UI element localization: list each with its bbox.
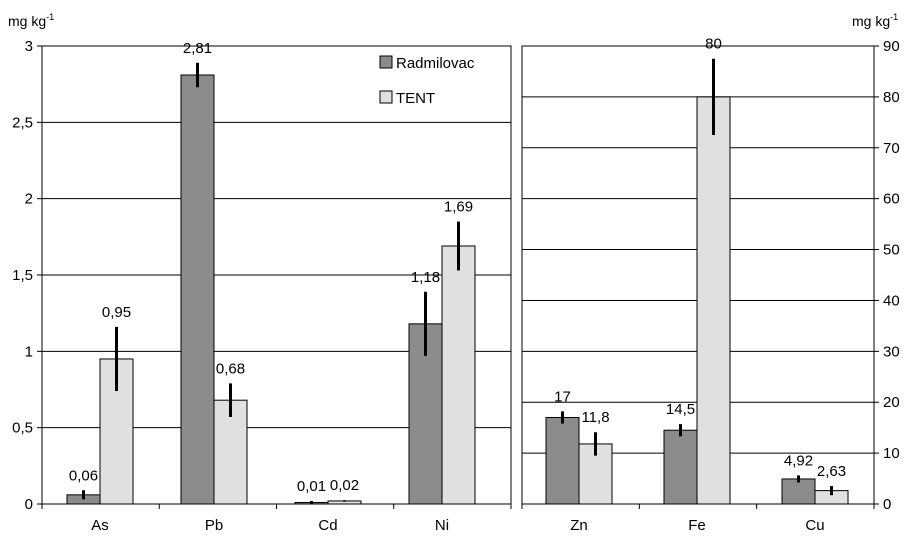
bar-radmilovac-cu	[781, 478, 816, 505]
y-tick-label: 60	[883, 191, 900, 208]
x-tick-label: Cd	[318, 517, 337, 534]
data-label: 0,02	[330, 477, 359, 494]
data-label: 14,5	[666, 401, 695, 418]
y-tick-label: 2,5	[12, 114, 33, 131]
x-tick-label: Cu	[805, 517, 824, 534]
y-tick-label: 40	[883, 292, 900, 309]
y-tick-label: 1,5	[12, 267, 33, 284]
y-axis-unit-label: mg kg-1	[8, 12, 54, 29]
y-tick-label: 50	[883, 242, 900, 259]
x-tick-label: As	[91, 517, 109, 534]
bar-tent-fe	[696, 96, 731, 505]
legend-label-tent: TENT	[396, 90, 435, 107]
bar-tent-ni	[441, 245, 476, 505]
y-tick-label: 2	[25, 191, 33, 208]
data-label: 11,8	[581, 409, 609, 426]
x-tick-label: Zn	[570, 517, 588, 534]
y-tick-label: 90	[883, 38, 900, 55]
data-label: 0,01	[297, 478, 326, 495]
bar-tent-pb	[213, 399, 248, 505]
x-tick-label: Pb	[205, 517, 223, 534]
y-tick-label: 3	[25, 38, 33, 55]
data-label: 0,06	[69, 467, 98, 484]
legend-swatch-tent	[379, 90, 393, 104]
unit-superscript: -1	[890, 12, 898, 22]
y-tick-label: 10	[883, 445, 900, 462]
legend-swatch-radmilovac	[379, 55, 393, 69]
x-tick-label: Fe	[688, 517, 706, 534]
y-tick-label: 0	[25, 496, 33, 513]
data-label: 0,95	[102, 304, 131, 321]
data-label: 1,18	[411, 269, 440, 286]
bar-tent-as	[99, 358, 134, 505]
unit-base: mg kg	[852, 13, 890, 29]
y-axis-unit-label: mg kg-1	[852, 12, 898, 29]
y-tick-label: 0,5	[12, 420, 33, 437]
data-label: 2,81	[183, 40, 212, 57]
bar-radmilovac-pb	[180, 74, 215, 505]
bar-radmilovac-fe	[663, 429, 698, 505]
data-label: 0,68	[216, 360, 245, 377]
data-label: 2,63	[817, 463, 846, 480]
x-tick-label: Ni	[435, 517, 449, 534]
y-tick-label: 1	[25, 343, 33, 360]
data-label: 80	[705, 36, 722, 53]
y-tick-label: 70	[883, 140, 900, 157]
legend-label-radmilovac: Radmilovac	[396, 55, 475, 72]
unit-superscript: -1	[46, 12, 54, 22]
y-tick-label: 20	[883, 394, 900, 411]
y-tick-label: 30	[883, 343, 900, 360]
data-label: 17	[554, 388, 571, 405]
y-tick-label: 0	[883, 496, 891, 513]
data-label: 1,69	[444, 199, 473, 216]
y-tick-label: 80	[883, 89, 900, 106]
unit-base: mg kg	[8, 13, 46, 29]
bar-radmilovac-zn	[545, 416, 580, 505]
data-label: 4,92	[784, 452, 813, 469]
